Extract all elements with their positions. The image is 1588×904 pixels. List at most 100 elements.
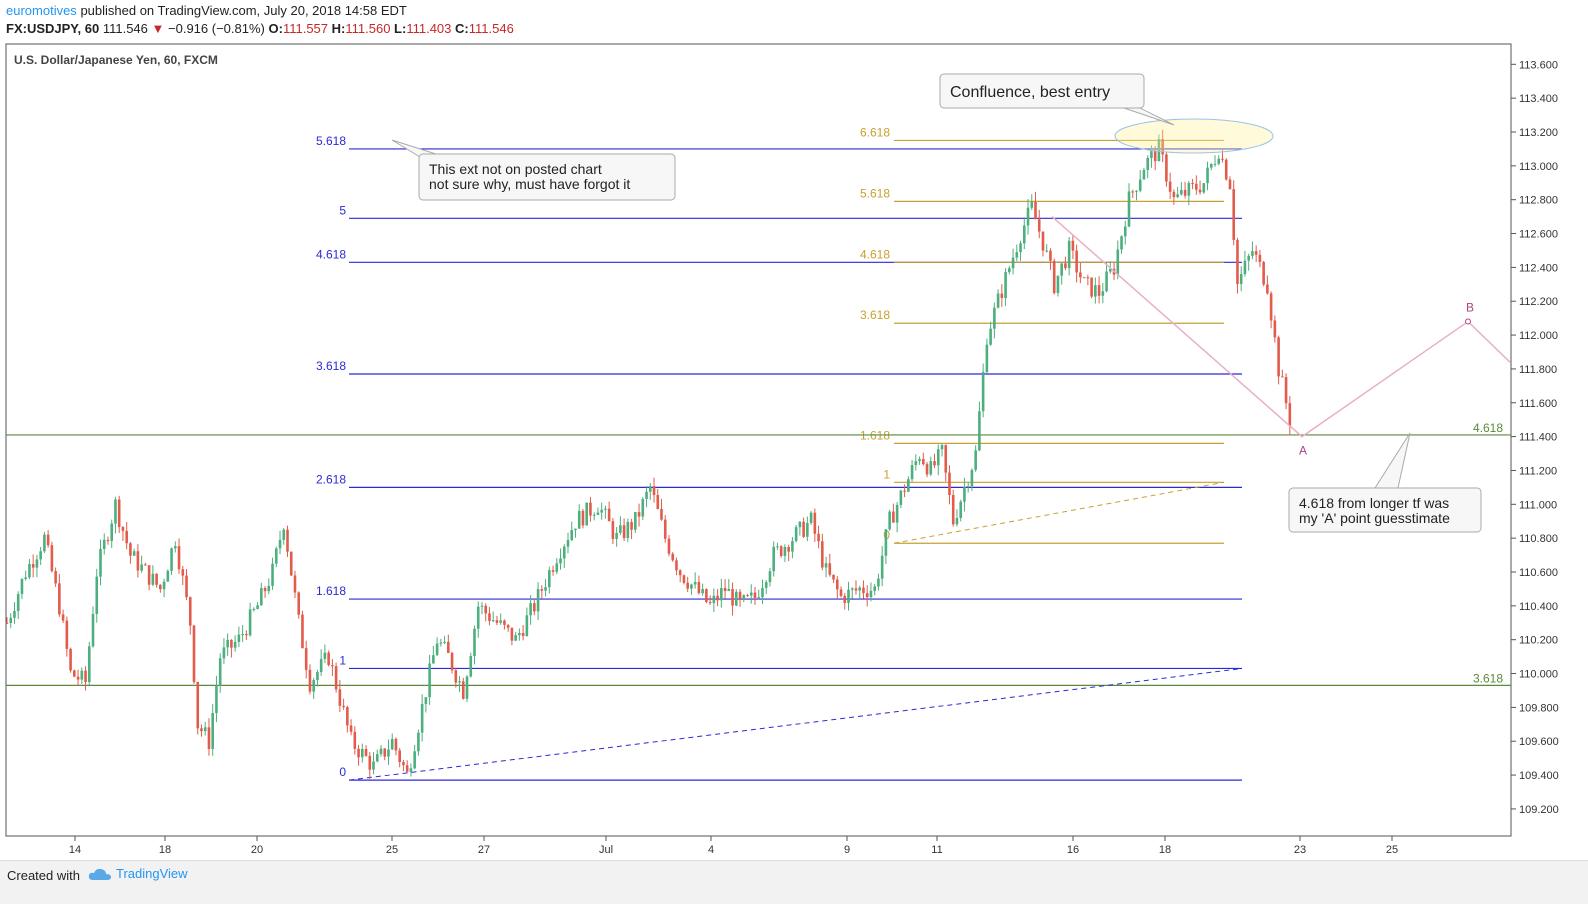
candle-body [469, 656, 473, 677]
candle-body [267, 585, 271, 592]
candle-body [1135, 190, 1138, 192]
candle-body [648, 486, 652, 492]
candle-body [87, 646, 91, 683]
candle-body [809, 512, 813, 524]
x-tick-label: 27 [478, 844, 490, 856]
candle-body [1052, 260, 1056, 294]
candle-body [166, 570, 170, 582]
candle-body [151, 573, 155, 585]
y-tick-label: 111.600 [1519, 398, 1557, 410]
candle-body [102, 539, 106, 549]
candle-body [645, 491, 648, 500]
candle-body [1176, 194, 1179, 198]
callout-text: my 'A' point guesstimate [1299, 510, 1450, 526]
candle-body [1165, 154, 1168, 182]
candle-body [263, 588, 267, 592]
y-tick-label: 112.600 [1519, 229, 1558, 241]
candle-body [50, 545, 54, 572]
candle-body [241, 634, 244, 636]
candle-body [454, 670, 458, 683]
candle-body [484, 605, 488, 614]
candle-body [1198, 189, 1202, 193]
candle-body [84, 670, 87, 683]
candle-body [159, 584, 162, 590]
candle-body [895, 504, 899, 523]
candle-body [1015, 252, 1019, 258]
candle-body [1258, 254, 1262, 263]
candle-body [791, 541, 794, 552]
candle-body [735, 591, 738, 606]
candle-body [181, 569, 185, 576]
candle-body [110, 523, 114, 542]
candle-body [1266, 284, 1269, 294]
candle-body [203, 727, 207, 732]
created-with-text: Created with [7, 868, 80, 883]
candle-body [297, 592, 301, 615]
candle-body [28, 564, 31, 578]
candle-body [634, 512, 637, 530]
candle-body [1206, 167, 1209, 184]
candle-body [1127, 191, 1131, 227]
candle-body [525, 615, 529, 636]
candle-body [600, 509, 603, 513]
candle-body [375, 754, 379, 762]
candle-body [936, 449, 940, 466]
candle-body [641, 499, 645, 517]
callout-text: 4.618 from longer tf was [1299, 495, 1449, 511]
candle-body [1232, 189, 1236, 240]
candle-body [731, 588, 734, 606]
candle-body [589, 502, 592, 516]
candle-body [701, 589, 704, 594]
candle-body [813, 512, 817, 534]
fib-blue-trendline [348, 667, 1243, 781]
candle-body [394, 738, 398, 751]
candle-body [215, 685, 218, 714]
publish-text: published on TradingView.com, July 20, 2… [80, 3, 407, 18]
candle-body [192, 625, 196, 683]
candle-body [435, 643, 439, 656]
candle-body [948, 472, 951, 496]
candle-body [996, 293, 1000, 308]
price-chart[interactable]: U.S. Dollar/Japanese Yen, 60, FXCM 113.6… [0, 0, 1588, 860]
candle-body [1075, 250, 1078, 273]
cloud-icon [88, 868, 111, 880]
candle-body [697, 582, 701, 594]
candle-body [1060, 263, 1063, 276]
y-tick-label: 109.800 [1519, 702, 1559, 714]
candle-body [1123, 226, 1127, 237]
candle-body [510, 627, 514, 641]
green-level-label: 3.618 [1473, 671, 1503, 685]
candle-body [125, 530, 128, 544]
candle-body [1180, 189, 1183, 195]
candle-body [1168, 181, 1172, 192]
tradingview-link[interactable]: TradingView [88, 866, 188, 881]
candle-body [1056, 275, 1060, 294]
symbol-label: FX:USDJPY, 60 [6, 21, 100, 36]
candle-body [61, 614, 65, 621]
fib-blue-label: 2.618 [316, 472, 346, 486]
candle-body [779, 546, 783, 556]
candle-body [304, 648, 308, 670]
candle-body [286, 529, 289, 552]
candle-body [922, 458, 925, 465]
projection-point-label: B [1466, 301, 1474, 315]
confluence-highlight [1114, 118, 1274, 154]
candle-body [80, 670, 84, 680]
candle-body [1251, 251, 1254, 256]
candle-body [656, 494, 660, 509]
candle-body [892, 511, 895, 523]
candle-body [114, 499, 117, 524]
candle-body [705, 589, 708, 602]
author-link[interactable]: euromotives [6, 3, 77, 18]
candle-body [1030, 201, 1034, 208]
candle-body [405, 765, 409, 772]
candle-body [776, 546, 779, 548]
callout-box [1288, 487, 1482, 533]
candle-body [551, 570, 555, 572]
candle-body [832, 574, 835, 580]
candle-body [1195, 183, 1198, 190]
y-tick-label: 112.200 [1519, 296, 1558, 308]
instrument-title: U.S. Dollar/Japanese Yen, 60, FXCM [14, 53, 218, 67]
candle-body [1045, 250, 1049, 252]
candle-body [555, 563, 559, 572]
